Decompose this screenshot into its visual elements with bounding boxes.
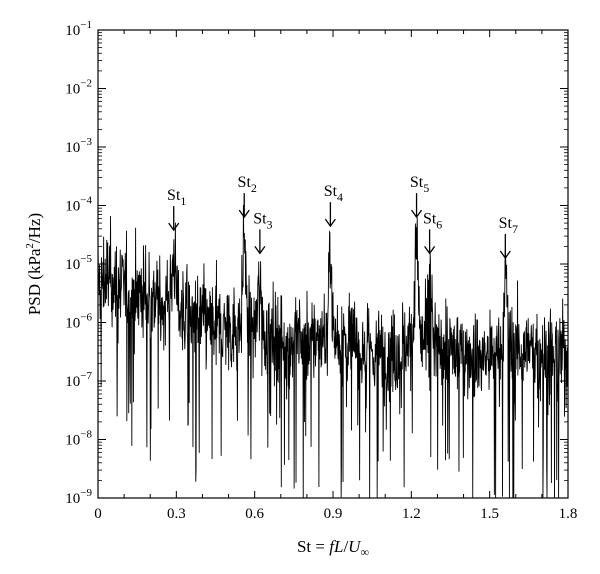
peak-annotation: St1 <box>167 187 186 232</box>
x-tick-label: 1.8 <box>559 506 578 522</box>
axis-ticks <box>97 29 569 499</box>
peak-label: St2 <box>238 174 257 195</box>
down-arrow-icon <box>324 218 336 228</box>
x-tick-label: 0.6 <box>245 506 264 522</box>
down-arrow-icon <box>254 245 266 255</box>
down-arrow-icon <box>499 250 511 260</box>
y-tick-label: 10−5 <box>65 253 92 273</box>
peak-annotation: St2 <box>238 174 257 219</box>
peak-label: St5 <box>410 174 429 195</box>
peak-label: St1 <box>167 187 186 208</box>
down-arrow-icon <box>424 245 436 255</box>
peak-annotation: St7 <box>499 215 518 260</box>
x-tick-label: 0.9 <box>324 506 343 522</box>
down-arrow-icon <box>168 222 180 232</box>
x-tick-label: 1.2 <box>402 506 421 522</box>
y-tick-label: 10−3 <box>65 136 92 156</box>
peak-annotation: St4 <box>324 183 343 228</box>
down-arrow-icon <box>238 209 250 219</box>
peak-annotations: St1 St2 St3 St4 St5 St6 St7 <box>167 174 518 260</box>
y-tick-label: 10−6 <box>65 312 92 332</box>
peak-label: St6 <box>423 210 442 231</box>
peak-label: St7 <box>499 215 518 236</box>
psd-trace-group <box>97 204 569 499</box>
peak-annotation: St5 <box>410 174 429 219</box>
y-tick-label: 10−2 <box>65 78 92 98</box>
x-tick-label: 0.3 <box>167 506 186 522</box>
x-tick-label: 1.5 <box>480 506 499 522</box>
down-arrow-icon <box>411 209 423 219</box>
plot-frame <box>97 29 569 499</box>
y-tick-label: 10−4 <box>65 195 92 215</box>
y-axis-title: PSD (kPa2/Hz) <box>24 213 44 315</box>
y-tick-label: 10−8 <box>65 429 92 449</box>
psd-series-line <box>97 204 569 499</box>
peak-annotation: St6 <box>423 210 442 255</box>
y-tick-labels: 10−1 10−2 10−3 10−4 10−5 10−6 10−7 10−8 10−9 <box>65 19 92 507</box>
y-tick-label: 10−1 <box>65 19 92 39</box>
x-tick-labels: 0 0.3 0.6 0.9 1.2 1.5 1.8 <box>94 506 577 522</box>
peak-annotation: St3 <box>253 210 273 255</box>
peak-label: St4 <box>324 183 343 204</box>
y-tick-label: 10−7 <box>65 370 92 390</box>
x-axis-title: St = fL/U∞ <box>297 537 369 559</box>
peak-label: St3 <box>253 210 272 231</box>
y-tick-label: 10−9 <box>65 487 92 507</box>
x-tick-label: 0 <box>94 506 102 522</box>
